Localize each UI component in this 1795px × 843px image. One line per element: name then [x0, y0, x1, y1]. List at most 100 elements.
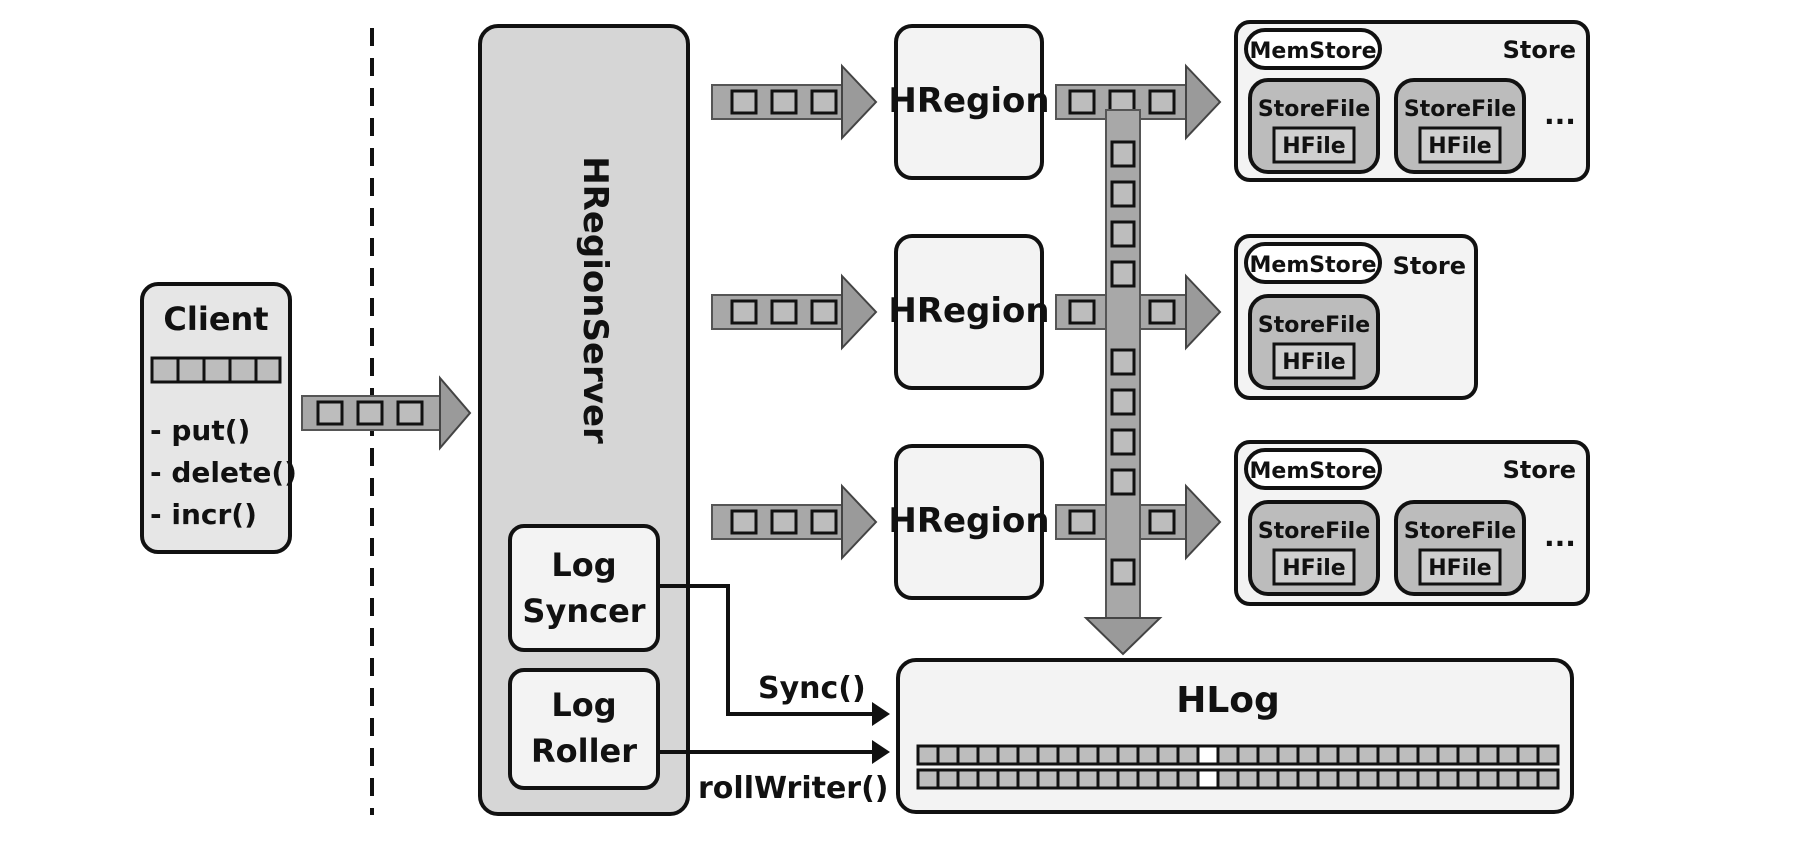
hlog-entry-cell — [1316, 768, 1340, 790]
storefile-label: StoreFile — [1258, 519, 1370, 544]
hlog-entry-cell — [996, 768, 1020, 790]
log-syncer-box: Log Syncer — [508, 524, 660, 652]
hlog-entry-cell — [1016, 744, 1040, 766]
log-roller-line1: Log — [551, 686, 616, 724]
hlog-entry-cell — [1036, 744, 1060, 766]
hlog-entry-cell — [1336, 744, 1360, 766]
hlog-entry-cell — [1216, 744, 1240, 766]
hlog-entry-cell — [1536, 744, 1560, 766]
hlog-box: HLog — [896, 658, 1574, 814]
hfile-label: HFile — [1282, 556, 1345, 581]
client-box: Client - put() - delete() - incr() — [140, 282, 297, 554]
hlog-entry-cell — [1356, 768, 1380, 790]
sync-connector: Sync() — [658, 584, 890, 726]
hlog-entry-cell — [1476, 744, 1500, 766]
hlog-entry-cell — [1096, 744, 1120, 766]
hlog-entry-cell — [1496, 744, 1520, 766]
hlog-entry-cell — [1456, 744, 1480, 766]
hlog-entry-cell — [1136, 768, 1160, 790]
store-box-2: MemStore Store StoreFile HFile — [1234, 234, 1478, 400]
store-box-1: MemStore Store StoreFile HFile StoreFile… — [1234, 20, 1590, 182]
hlog-entry-cell — [936, 768, 960, 790]
hlog-entry-cell — [916, 744, 940, 766]
storefile-label: StoreFile — [1258, 313, 1370, 338]
hlog-entry-cell — [1436, 744, 1460, 766]
hlog-entry-cell — [1216, 768, 1240, 790]
hlog-entry-cell — [1116, 768, 1140, 790]
storefile-2-1: StoreFile HFile — [1248, 294, 1380, 390]
hlog-entry-cell — [1316, 744, 1340, 766]
hlog-entry-cell — [1416, 744, 1440, 766]
log-syncer-line2: Syncer — [522, 592, 645, 630]
hlog-entry-cell — [1196, 744, 1220, 766]
hlog-entry-cell — [1256, 744, 1280, 766]
hlog-entry-cell — [1256, 768, 1280, 790]
hlog-entry-cell — [1456, 768, 1480, 790]
hlog-entry-cell — [1396, 744, 1420, 766]
hlog-entry-cell — [1236, 744, 1260, 766]
hlog-entry-cell — [1036, 768, 1060, 790]
memstore-label-1: MemStore — [1250, 39, 1377, 64]
sync-call-label: Sync() — [758, 671, 866, 706]
hregion-box-1: HRegion — [888, 24, 1050, 180]
hlog-entry-cell — [936, 744, 960, 766]
hlog-entry-cell — [1536, 768, 1560, 790]
storefile-label: StoreFile — [1258, 97, 1370, 122]
storefile-label: StoreFile — [1404, 519, 1516, 544]
storefile-1-1: StoreFile HFile — [1248, 78, 1380, 174]
client-method-delete: - delete() — [150, 456, 297, 489]
hlog-entry-cell — [1196, 768, 1220, 790]
hfile-label: HFile — [1282, 350, 1345, 375]
hlog-entry-cell — [1116, 744, 1140, 766]
hlog-entry-cell — [1136, 744, 1160, 766]
hlog-entry-cell — [976, 744, 1000, 766]
hlog-entry-cell — [1296, 768, 1320, 790]
log-roller-box: Log Roller — [508, 668, 660, 790]
client-to-server-arrow — [301, 375, 472, 451]
hlog-entry-cell — [1276, 744, 1300, 766]
memstore-3 — [1244, 448, 1382, 490]
hlog-entry-cell — [1156, 744, 1180, 766]
region-to-hlog-flow — [1083, 109, 1163, 656]
memstore-2 — [1244, 242, 1382, 284]
hlog-entry-cell — [1156, 768, 1180, 790]
hregion-box-2: HRegion — [888, 234, 1050, 390]
hfile-label: HFile — [1282, 134, 1345, 159]
hregion-box-3: HRegion — [888, 444, 1050, 600]
hlog-entry-cell — [1376, 768, 1400, 790]
hlog-entry-cell — [1016, 768, 1040, 790]
hregion-label-3: HRegion — [888, 501, 1049, 541]
hlog-entry-cell — [1276, 768, 1300, 790]
server-to-region-arrow-3 — [711, 483, 878, 561]
hlog-entry-cell — [1296, 744, 1320, 766]
hlog-entry-cell — [1056, 768, 1080, 790]
client-title: Client — [163, 300, 268, 338]
hlog-entry-cell — [1076, 768, 1100, 790]
store-ellipsis-1: ... — [1544, 98, 1576, 131]
hregion-label-2: HRegion — [888, 291, 1049, 331]
hlog-entry-cell — [1096, 768, 1120, 790]
hlog-entry-cell — [956, 768, 980, 790]
hlog-entry-cell — [1416, 768, 1440, 790]
log-roller-line2: Roller — [531, 732, 637, 770]
hlog-entry-cell — [916, 768, 940, 790]
hlog-entry-cell — [1056, 744, 1080, 766]
store-ellipsis-3: ... — [1544, 520, 1576, 553]
server-to-region-arrow-2 — [711, 273, 878, 351]
client-buffer — [150, 356, 282, 384]
hlog-entry-cell — [1436, 768, 1460, 790]
hlog-entry-cell — [1076, 744, 1100, 766]
hlog-entry-cell — [1396, 768, 1420, 790]
hlog-entry-cell — [1516, 768, 1540, 790]
hlog-entry-cell — [1236, 768, 1260, 790]
hlog-entry-cell — [1476, 768, 1500, 790]
store-label-2: Store — [1393, 252, 1466, 280]
client-method-incr: - incr() — [150, 498, 257, 531]
hlog-entry-cell — [976, 768, 1000, 790]
storefile-label: StoreFile — [1404, 97, 1516, 122]
memstore-label-3: MemStore — [1250, 459, 1377, 484]
store-label-1: Store — [1503, 36, 1576, 64]
storefile-3-1: StoreFile HFile — [1248, 500, 1380, 596]
log-syncer-line1: Log — [551, 546, 616, 584]
rollwriter-call-label: rollWriter() — [698, 771, 889, 806]
